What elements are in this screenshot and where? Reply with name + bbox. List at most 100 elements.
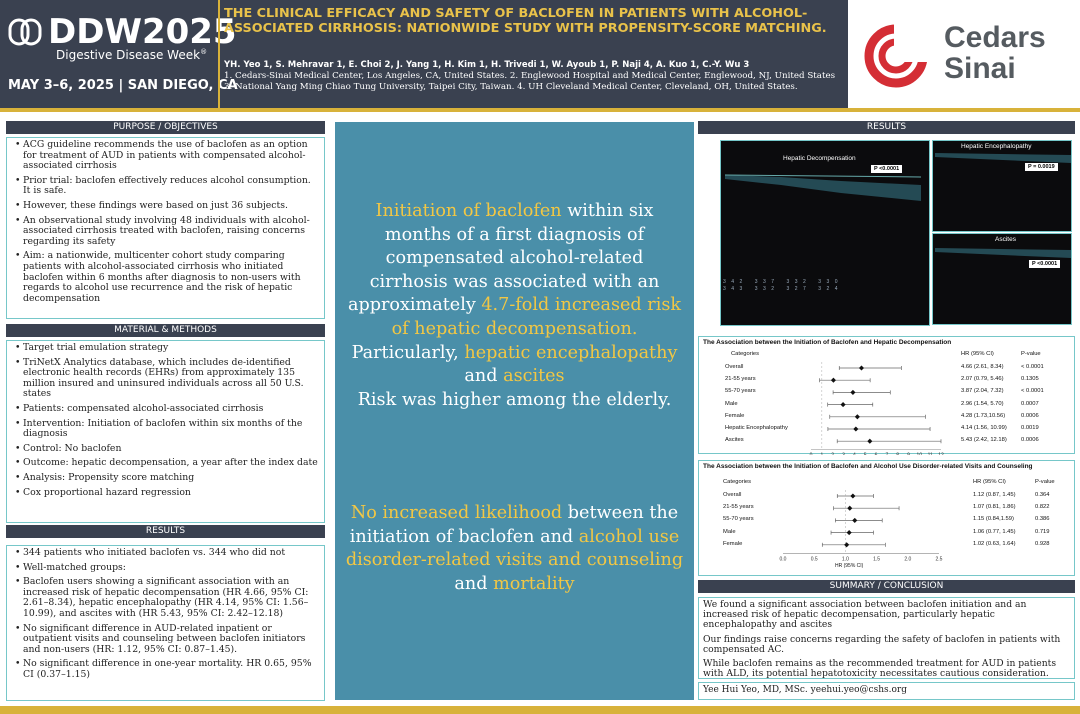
purpose-list: ACG guideline recommends the use of bacl… xyxy=(7,138,324,304)
at-risk-row-2: 343 332 327 324 xyxy=(723,286,844,292)
forest-row-p: 0.0007 xyxy=(1021,400,1039,407)
list-item: An observational study involving 48 indi… xyxy=(15,215,318,248)
affiliation-list: 1. Cedars-Sinai Medical Center, Los Ange… xyxy=(224,71,836,92)
event-dates: MAY 3–6, 2025 | SAN DIEGO, CA xyxy=(8,78,238,93)
list-item: No significant difference in AUD-related… xyxy=(15,623,318,656)
forest-point xyxy=(853,426,859,432)
forest-row-label: 21-55 years xyxy=(725,376,756,383)
col-header: Categories xyxy=(731,351,760,357)
forest-row-hr: 4.66 (2.61, 8.34) xyxy=(961,364,1004,370)
forest-row-p: 0.822 xyxy=(1035,504,1050,511)
forest-row-label: 21-55 years xyxy=(723,504,754,511)
p-value-badge: P <0.0001 xyxy=(871,165,903,173)
contact-info[interactable]: Yee Hui Yeo, MD, MSc. yeehui.yeo@cshs.or… xyxy=(698,682,1075,700)
forest-row-p: 0.0006 xyxy=(1021,412,1039,419)
forest-row-hr: 1.07 (0.81, 1.86) xyxy=(973,504,1016,511)
km-title: Ascites xyxy=(995,236,1016,243)
list-item: Control: No baclofen xyxy=(15,443,318,455)
x-tick-label: 1.5 xyxy=(873,556,880,562)
col-header: P-value xyxy=(1021,351,1041,357)
forest-row-hr: 3.87 (2.04, 7.32) xyxy=(961,388,1004,395)
forest-point xyxy=(850,493,856,499)
x-tick-label: 2 xyxy=(831,453,834,455)
col-header: HR (95% CI) xyxy=(961,351,994,357)
x-tick-label: 1 xyxy=(820,453,823,455)
forest-row-label: Female xyxy=(725,412,745,419)
header-gold-bar xyxy=(0,108,1080,112)
list-item: Target trial emulation strategy xyxy=(15,342,318,354)
forest-row-hr: 1.12 (0.87, 1.45) xyxy=(973,492,1016,498)
forest-row-hr: 4.28 (1.73,10.56) xyxy=(961,412,1006,419)
forest-row-p: < 0.0001 xyxy=(1021,388,1044,395)
cedars-logo-box xyxy=(848,0,1080,110)
author-block: YH. Yeo 1, S. Mehravar 1, E. Choi 2, J. … xyxy=(224,60,844,93)
forest-row-hr: 4.14 (1.56, 10.99) xyxy=(961,425,1007,431)
methods-heading: MATERIAL & METHODS xyxy=(6,324,325,337)
forest-row-label: 55-70 years xyxy=(723,516,754,523)
km-curves xyxy=(935,248,1071,258)
col-header: HR (95% CI) xyxy=(973,479,1006,485)
p-value-badge: P <0.0001 xyxy=(1029,260,1061,268)
key-finding-1: Initiation of baclofen within six months… xyxy=(347,201,682,410)
forest-row-hr: 1.06 (0.77, 1.45) xyxy=(973,528,1016,535)
forest-row-label: Hepatic Encephalopathy xyxy=(725,425,788,431)
forest-row-hr: 1.15 (0.84,1.59) xyxy=(973,516,1014,523)
conclusion-paragraph: Our findings raise concerns regarding th… xyxy=(703,633,1061,655)
key-findings-panel: Initiation of baclofen within six months… xyxy=(335,122,694,700)
forest-plot-aud-visits: The Association between the Initiation o… xyxy=(698,460,1075,576)
at-risk-row-1: 342 337 332 330 xyxy=(723,279,844,285)
forest-row-p: 0.719 xyxy=(1035,528,1050,535)
list-item: Patients: compensated alcohol-associated… xyxy=(15,403,318,415)
forest-plot-hepatic-decompensation: The Association between the Initiation o… xyxy=(698,336,1075,455)
forest-row-label: 55-70 years xyxy=(725,388,756,395)
cedars-wordmark: Cedars Sinai xyxy=(944,21,1046,85)
km-curves xyxy=(935,153,1071,163)
x-tick-label: 11 xyxy=(928,453,933,455)
forest-point xyxy=(850,389,856,395)
forest-row-hr: 2.96 (1.54, 5.70) xyxy=(961,400,1004,407)
list-item: Intervention: Initiation of baclofen wit… xyxy=(15,418,318,440)
list-item: Cox proportional hazard regression xyxy=(15,487,318,499)
header-divider xyxy=(218,0,220,110)
x-tick-label: 4 xyxy=(853,453,856,455)
conclusion-paragraph: We found a significant association betwe… xyxy=(703,599,1027,631)
list-item: However, these findings were based on ju… xyxy=(15,200,318,212)
x-axis-label: HR (95% CI) xyxy=(835,563,864,569)
x-tick-label: 10 xyxy=(917,453,923,455)
x-tick-label: 0 xyxy=(810,453,813,455)
x-tick-label: 0.5 xyxy=(811,556,818,562)
poster-title: THE CLINICAL EFFICACY AND SAFETY OF BACL… xyxy=(224,6,827,36)
forest-point xyxy=(840,402,846,408)
km-plot-hepatic-decompensation: Hepatic Decompensation P <0.0001 342 337… xyxy=(720,140,930,326)
forest-row-label: Overall xyxy=(723,492,742,498)
cedars-logo-icon xyxy=(864,24,928,88)
ddw-brand: DDW2025 Digestive Disease Week® xyxy=(8,12,237,62)
footer-gold-bar xyxy=(0,706,1080,714)
p-value-badge: P = 0.0019 xyxy=(1025,163,1058,171)
ddw-wordmark: DDW2025 xyxy=(48,12,237,52)
list-item: Aim: a nationwide, multicenter cohort st… xyxy=(15,251,318,304)
forest-point xyxy=(830,377,836,383)
poster-header: DDW2025 Digestive Disease Week® MAY 3–6,… xyxy=(0,0,1080,110)
forest-row-p: 0.0006 xyxy=(1021,437,1039,444)
forest-row-p: < 0.0001 xyxy=(1021,364,1044,370)
author-list: YH. Yeo 1, S. Mehravar 1, E. Choi 2, J. … xyxy=(224,60,750,70)
x-tick-label: 5 xyxy=(864,453,867,455)
x-tick-label: 6 xyxy=(875,453,878,455)
results-left-panel: 344 patients who initiated baclofen vs. … xyxy=(6,545,325,701)
list-item: TriNetX Analytics database, which includ… xyxy=(15,357,318,400)
list-item: Baclofen users showing a significant ass… xyxy=(15,576,318,619)
km-title: Hepatic Decompensation xyxy=(783,155,856,162)
forest-title: The Association between the Initiation o… xyxy=(703,339,952,346)
forest-row-p: 0.364 xyxy=(1035,492,1050,498)
forest-row-p: 0.1305 xyxy=(1021,376,1039,383)
x-tick-label: 2.0 xyxy=(904,556,911,562)
x-tick-label: 2.5 xyxy=(936,556,943,562)
forest-point xyxy=(847,505,853,511)
list-item: Well-matched groups: xyxy=(15,562,318,574)
key-finding-2: No increased likelihood between the init… xyxy=(345,503,684,594)
forest-row-label: Ascites xyxy=(725,437,744,444)
x-tick-label: 7 xyxy=(885,453,888,455)
list-item: Prior trial: baclofen effectively reduce… xyxy=(15,175,318,197)
forest-row-hr: 2.07 (0.79, 5.46) xyxy=(961,376,1004,383)
